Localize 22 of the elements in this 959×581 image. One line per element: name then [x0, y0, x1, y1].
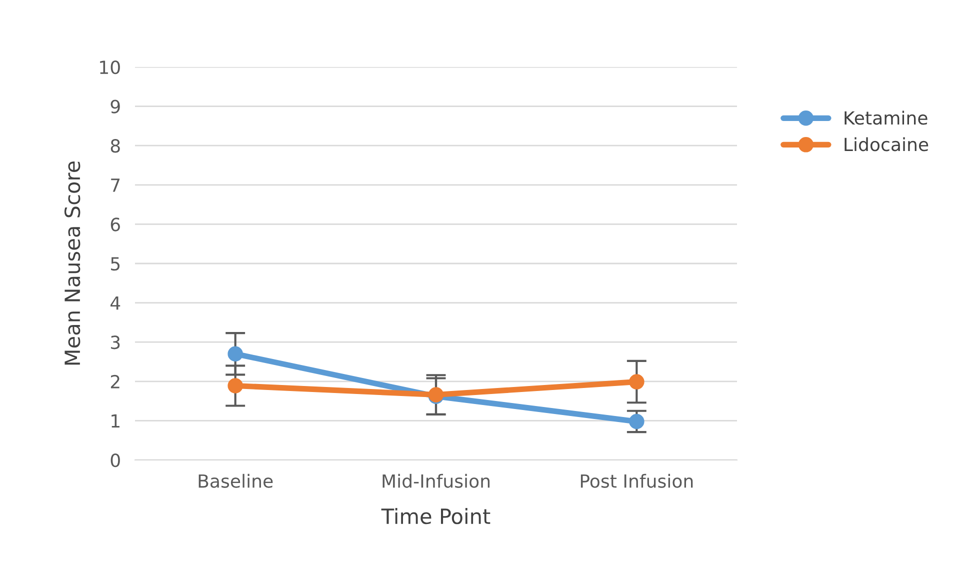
y-tick-label: 2	[110, 374, 120, 388]
y-tick-label: 5	[111, 257, 120, 271]
point	[228, 378, 243, 394]
y-tick-label: 8	[110, 139, 120, 153]
y-tick-label: 0	[110, 453, 120, 468]
y-axis-title: Mean Nausea Score	[64, 161, 80, 365]
point	[228, 346, 243, 362]
y-tick-label: 4	[110, 296, 120, 310]
x-axis-title: Time Point	[381, 508, 490, 524]
y-tick-label: 7	[111, 178, 120, 192]
x-tick-label: Mid-Infusion	[382, 474, 490, 488]
y-tick-label: 1	[112, 414, 120, 428]
y-tick-label: 9	[110, 100, 120, 114]
point	[629, 374, 644, 390]
point	[629, 414, 644, 430]
legend-label: Lidocaine	[844, 137, 928, 152]
y-tick-label: 3	[111, 336, 120, 350]
y-tick-label: 10	[100, 60, 120, 74]
y-tick-label: 6	[110, 218, 120, 232]
x-tick-label: Baseline	[198, 474, 273, 488]
x-tick-label: Post Infusion	[580, 474, 693, 488]
legend-label: Ketamine	[844, 110, 928, 125]
